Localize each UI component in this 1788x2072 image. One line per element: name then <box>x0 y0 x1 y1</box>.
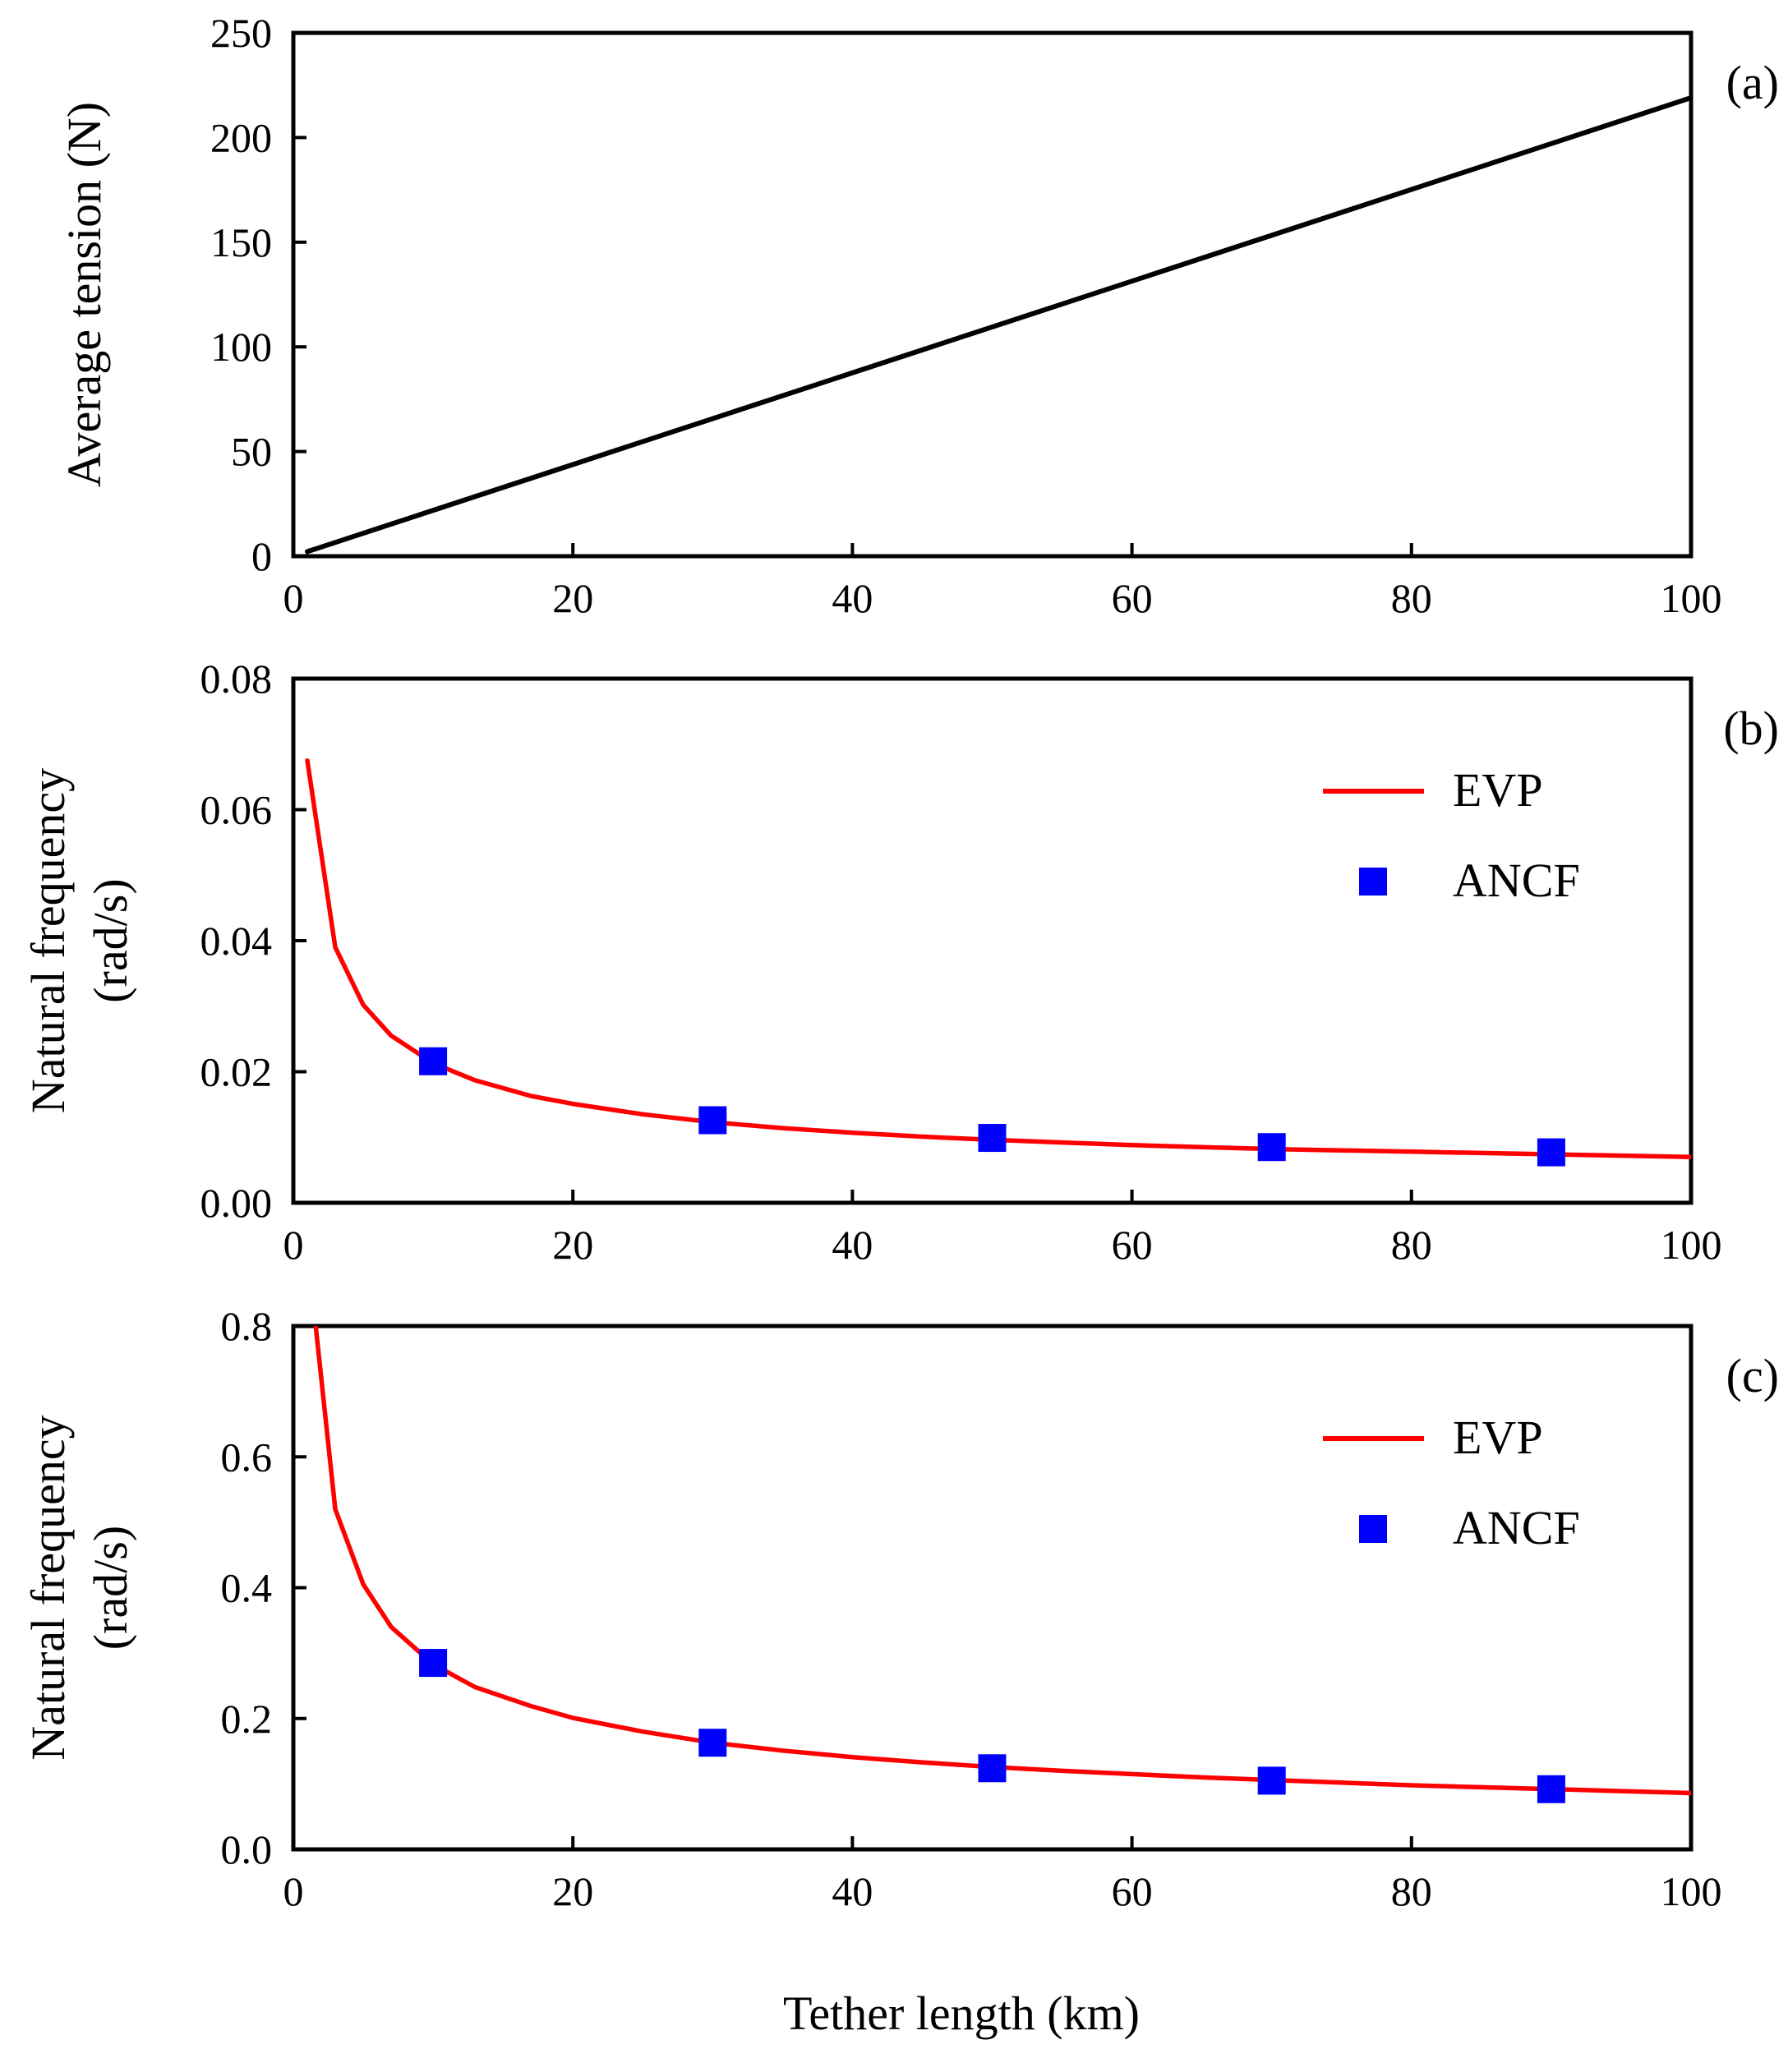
legend-label-ancf: ANCF <box>1453 1501 1580 1554</box>
plot-frame <box>291 30 1694 559</box>
x-tick-label: 40 <box>832 1222 873 1268</box>
ancf-data-point <box>419 1047 448 1075</box>
y-tick-label: 0.6 <box>221 1434 273 1480</box>
y-axis-title: (rad/s) <box>84 878 137 1002</box>
panel-label: (c) <box>1726 1349 1779 1402</box>
x-tick-label: 40 <box>832 1868 873 1914</box>
plot-area <box>313 1326 1691 1796</box>
y-tick-label: 0.0 <box>221 1826 273 1872</box>
y-tick-label: 0.8 <box>221 1303 273 1349</box>
x-tick-label: 80 <box>1391 1868 1432 1914</box>
legend-label-evp: EVP <box>1453 1411 1543 1464</box>
y-tick-label: 100 <box>210 324 272 370</box>
y-tick-label: 0.08 <box>200 656 273 702</box>
x-tick-label: 80 <box>1391 1222 1432 1268</box>
x-tick-label: 60 <box>1112 575 1153 621</box>
ancf-data-point <box>1537 1775 1565 1803</box>
y-tick-label: 0.2 <box>221 1696 273 1742</box>
x-axis-title: Tether length (km) <box>783 1987 1140 2040</box>
legend-swatch-ancf <box>1359 868 1387 896</box>
ancf-data-point <box>419 1649 448 1678</box>
x-tick-label: 0 <box>283 1222 304 1268</box>
y-axis-title: Average tension (N) <box>58 102 111 487</box>
y-tick-label: 250 <box>210 10 272 56</box>
chart-panel-a: 0 20 40 60 80 100 0 50 100 150 200 250 Average tensi… <box>58 10 1779 621</box>
x-tick-label: 60 <box>1112 1868 1153 1914</box>
x-tick-label: 20 <box>552 575 593 621</box>
y-tick-label: 200 <box>210 114 272 160</box>
y-tick-label: 0.00 <box>200 1180 273 1226</box>
x-tick-label: 0 <box>283 1868 304 1914</box>
legend-label-evp: EVP <box>1453 763 1543 817</box>
legend: EVP ANCF <box>1323 763 1580 907</box>
y-axis-title: Natural frequency <box>21 1415 75 1760</box>
series-line-evp <box>313 1326 1691 1796</box>
x-tick-label: 0 <box>283 575 304 621</box>
ancf-data-point <box>978 1754 1007 1783</box>
ancf-data-point <box>1257 1766 1286 1795</box>
ancf-data-point <box>698 1106 727 1135</box>
panel-label: (a) <box>1726 56 1779 109</box>
y-axis-title: (rad/s) <box>84 1526 137 1650</box>
legend-swatch-ancf <box>1359 1515 1387 1543</box>
x-tick-label: 60 <box>1112 1222 1153 1268</box>
y-tick-label: 0.02 <box>200 1049 273 1095</box>
x-tick-label: 40 <box>832 575 873 621</box>
chart-panel-c: 0 20 40 60 80 100 0.0 0.2 0.4 0.6 0.8 Natural frequ… <box>21 1303 1779 1914</box>
legend-label-ancf: ANCF <box>1453 854 1580 907</box>
plot-area <box>305 95 1691 555</box>
ancf-data-point <box>1537 1138 1565 1167</box>
ancf-data-point <box>1257 1133 1286 1162</box>
x-tick-label: 100 <box>1661 575 1722 621</box>
y-tick-label: 0.06 <box>200 787 273 833</box>
ancf-data-point <box>978 1124 1007 1153</box>
x-tick-label: 100 <box>1661 1868 1722 1914</box>
x-tick-label: 80 <box>1391 575 1432 621</box>
y-axis-title: Natural frequency <box>21 768 75 1113</box>
series-line-average-tension <box>305 95 1691 555</box>
y-tick-label: 50 <box>231 429 272 475</box>
series-line-evp <box>305 757 1691 1159</box>
x-tick-label: 20 <box>552 1868 593 1914</box>
y-tick-label: 0.4 <box>221 1565 273 1611</box>
x-tick-label: 100 <box>1661 1222 1722 1268</box>
y-tick-label: 0.04 <box>200 918 273 964</box>
ancf-data-point <box>698 1729 727 1757</box>
chart-panel-b: 0 20 40 60 80 100 0.00 0.02 0.04 0.06 0.08 Natural … <box>21 656 1779 1268</box>
legend: EVP ANCF <box>1323 1411 1580 1554</box>
y-tick-label: 0 <box>251 533 272 579</box>
plot-area <box>305 757 1691 1159</box>
panel-label: (b) <box>1723 702 1779 755</box>
y-tick-label: 150 <box>210 219 272 265</box>
x-tick-label: 20 <box>552 1222 593 1268</box>
